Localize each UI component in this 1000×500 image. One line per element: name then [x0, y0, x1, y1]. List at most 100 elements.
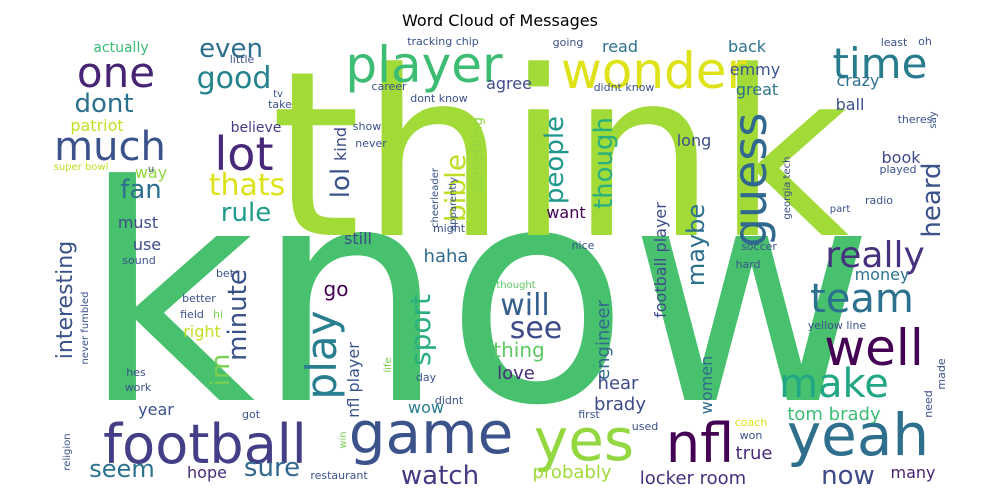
- word-know: know: [82, 122, 875, 471]
- word-women: women: [697, 356, 716, 414]
- word-day: day: [416, 371, 437, 384]
- word-locker-room: locker room: [640, 468, 746, 489]
- word-lot: lot: [215, 127, 274, 181]
- word-never-fumbled: never fumbled: [80, 291, 91, 364]
- word-apparently: apparently: [448, 177, 459, 231]
- word-haha: haha: [424, 246, 469, 267]
- word-actually: actually: [93, 40, 148, 56]
- word-really: really: [825, 235, 925, 276]
- word-now: now: [821, 461, 875, 491]
- word-though: though: [589, 117, 619, 209]
- word-little: little: [230, 53, 255, 66]
- word-restaurant: restaurant: [310, 469, 368, 482]
- word-yellow-line: yellow line: [808, 319, 867, 332]
- word-cheerleader: cheerleader: [430, 167, 441, 228]
- word-well: well: [824, 319, 923, 377]
- word-much: much: [54, 124, 166, 170]
- word-maybe: maybe: [682, 204, 710, 286]
- word-oh: oh: [918, 35, 932, 48]
- word-go: go: [324, 277, 349, 301]
- word-even: even: [199, 34, 263, 64]
- word-ball: ball: [836, 95, 865, 114]
- word-least: least: [881, 36, 908, 49]
- word-made: made: [935, 358, 948, 389]
- word-thought: thought: [496, 280, 535, 291]
- word-wow: wow: [408, 398, 444, 417]
- word-win: win: [338, 431, 349, 448]
- word-used: used: [632, 420, 658, 433]
- word-might: might: [433, 222, 466, 235]
- word-show: show: [353, 120, 381, 133]
- word-better: better: [182, 292, 216, 305]
- word-heard: heard: [917, 162, 947, 237]
- word-one: one: [77, 48, 155, 97]
- word-dont: dont: [74, 89, 133, 119]
- word-something: something: [470, 117, 486, 191]
- word-engineer: engineer: [593, 299, 614, 379]
- word-theres: theres: [898, 113, 933, 126]
- word-believe: believe: [231, 120, 282, 136]
- word-bet: bet: [216, 267, 235, 280]
- word-read: read: [602, 37, 638, 56]
- word-hear: hear: [598, 373, 640, 394]
- word-guess: guess: [723, 113, 777, 248]
- word-many: many: [891, 463, 936, 482]
- word-georgia-tech: georgia tech: [782, 157, 793, 220]
- word-nice: nice: [572, 239, 595, 252]
- word-lol: lol: [326, 168, 356, 198]
- word-people: people: [540, 116, 570, 204]
- word-probably: probably: [533, 462, 612, 483]
- word-patriot: patriot: [70, 116, 123, 135]
- word-want: want: [546, 203, 585, 222]
- word-true: true: [736, 443, 773, 464]
- word-religion: religion: [62, 433, 73, 470]
- word-radio: radio: [865, 194, 893, 207]
- word-sport: sport: [404, 294, 437, 366]
- word-bible: bible: [439, 154, 472, 222]
- word-emmy: emmy: [730, 60, 780, 79]
- word-super-bowl: super bowl: [54, 162, 109, 173]
- word-think: think: [271, 23, 850, 290]
- word-got: got: [242, 408, 261, 421]
- word-first: first: [578, 408, 600, 421]
- word-sound: sound: [122, 254, 155, 267]
- word-wonder: wonder: [561, 42, 748, 100]
- word-take: take: [268, 98, 292, 111]
- word-didnt: didnt: [435, 394, 464, 407]
- word-hi: hi: [213, 308, 223, 321]
- word-football-player: football player: [651, 202, 670, 318]
- word-will: will: [500, 288, 550, 323]
- word-field: field: [180, 308, 204, 321]
- word-must: must: [118, 213, 158, 232]
- word-dont-know: dont know: [410, 92, 468, 105]
- word-use: use: [133, 235, 161, 254]
- word-kind: kind: [331, 127, 350, 161]
- word-watch: watch: [401, 461, 479, 491]
- word-coach: coach: [735, 416, 768, 429]
- word-see: see: [510, 311, 563, 346]
- word-make: make: [779, 361, 889, 407]
- word-soccer: soccer: [741, 240, 777, 253]
- word-thats: thats: [209, 168, 286, 203]
- word-crazy: crazy: [836, 71, 879, 90]
- word-great: great: [736, 80, 778, 99]
- word-player: player: [345, 36, 503, 94]
- word-sure: sure: [244, 453, 300, 483]
- word-part: part: [830, 204, 851, 215]
- word-u: u: [148, 164, 154, 175]
- word-won: won: [740, 429, 763, 442]
- word-seem: seem: [89, 455, 154, 483]
- word-brady: brady: [594, 394, 646, 415]
- word-way: way: [135, 163, 167, 182]
- word-right: right: [183, 322, 221, 341]
- word-time: time: [833, 39, 928, 88]
- word-played: played: [879, 163, 916, 176]
- word-football: football: [103, 413, 307, 476]
- word-hard: hard: [735, 258, 760, 271]
- word-book: book: [882, 148, 922, 167]
- word-yeah: yeah: [787, 401, 929, 469]
- word-never: never: [355, 137, 387, 150]
- word-hes: hes: [126, 366, 146, 379]
- word-fan: fan: [120, 175, 162, 205]
- word-thing: thing: [493, 338, 544, 362]
